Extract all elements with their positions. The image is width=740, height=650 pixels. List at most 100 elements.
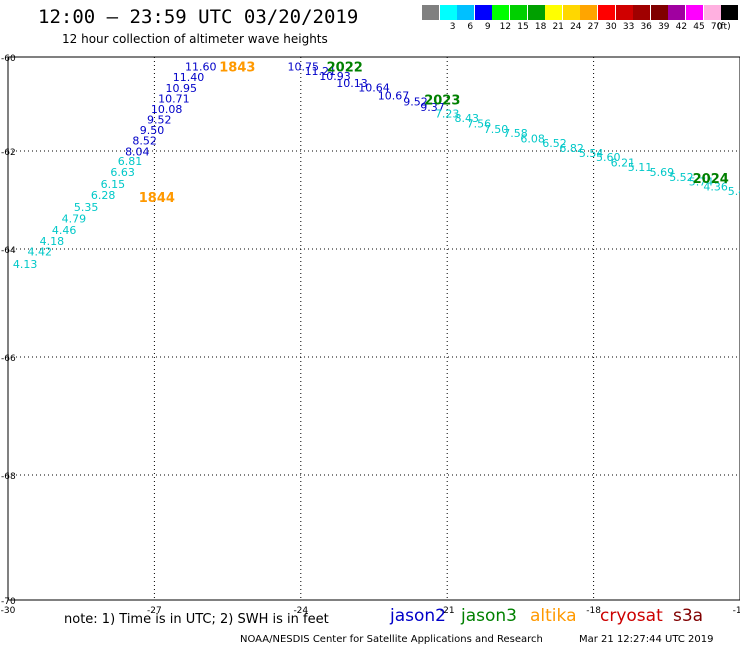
- legend-label: 42: [675, 22, 688, 32]
- wave-height-label: 10.93: [319, 70, 351, 83]
- lon-tick-label: -21: [440, 606, 455, 616]
- lat-tick-label: -62: [1, 148, 16, 158]
- wave-height-label: 10.71: [158, 92, 190, 105]
- wave-height-label: 9.52: [403, 96, 428, 109]
- wave-height-label: 6.63: [110, 166, 135, 179]
- satellite-name-jason2: jason2: [390, 606, 446, 626]
- wave-height-label: 5.45: [728, 185, 740, 198]
- lat-tick-label: -66: [1, 354, 16, 364]
- legend-swatch: [422, 5, 439, 20]
- wave-height-label: 8.43: [454, 112, 479, 125]
- wave-height-label: 5.52: [669, 171, 694, 184]
- legend-swatch: [650, 5, 668, 20]
- wave-height-label: 10.08: [151, 103, 183, 116]
- wave-height-label: 4.46: [52, 224, 77, 237]
- satellite-name-jason3: jason3: [461, 606, 517, 626]
- legend-unit: (ft): [717, 22, 731, 32]
- legend-swatch: [492, 5, 510, 20]
- wave-height-label: 4.79: [62, 213, 87, 226]
- lon-tick-label: -24: [293, 606, 308, 616]
- legend-swatch: [721, 5, 739, 20]
- track-label: 1844: [139, 191, 175, 206]
- lat-tick-label: -60: [1, 54, 16, 64]
- wave-height-label: 5.69: [650, 166, 675, 179]
- wave-height-label: 6.15: [101, 178, 126, 191]
- lon-tick-label: -18: [586, 606, 601, 616]
- wave-height-label: 4.18: [40, 235, 65, 248]
- credit-text: NOAA/NESDIS Center for Satellite Applica…: [240, 634, 543, 645]
- legend-swatch: [668, 5, 686, 20]
- legend-label: 24: [570, 22, 582, 32]
- wave-height-label: 4.36: [703, 180, 728, 193]
- lon-tick-label: -30: [1, 606, 16, 616]
- wave-height-label: 5.60: [596, 151, 621, 164]
- page-title: 12:00 – 23:59 UTC 03/20/2019: [38, 6, 359, 28]
- legend-swatch: [545, 5, 563, 20]
- lat-tick-label: -64: [1, 246, 16, 256]
- map-tick-labels: -30 -27 -24 -21 -18 -15 -60 -62 -64 -66 -68 -70: [1, 54, 740, 616]
- map-frame: [7, 56, 740, 601]
- wave-height-label: 8.52: [132, 135, 157, 148]
- legend-swatch: [527, 5, 545, 20]
- legend-label: 12: [499, 22, 512, 32]
- track-label: 2024: [693, 172, 729, 187]
- legend-swatch: [598, 5, 615, 20]
- wave-height-label: 5.35: [74, 201, 99, 214]
- wave-height-label: 10.67: [378, 90, 410, 103]
- lat-tick-label: -70: [1, 597, 16, 607]
- wave-height-label: 10.13: [336, 77, 368, 90]
- legend-swatch: [615, 5, 633, 20]
- lat-tick-label: -68: [1, 472, 16, 482]
- legend-label: 3: [449, 22, 456, 32]
- wave-height-label: 6.52: [542, 137, 567, 150]
- wave-height-label: 11.40: [173, 71, 205, 84]
- legend-swatch: [562, 5, 580, 20]
- legend-label: 45: [693, 22, 705, 32]
- map-grid: [7, 56, 740, 601]
- wave-height-label: 6.81: [118, 155, 143, 168]
- legend-swatch: [457, 5, 475, 20]
- wave-height-label: 10.64: [358, 82, 390, 95]
- wave-height-label: 8.04: [125, 145, 150, 158]
- legend-label: 6: [467, 22, 474, 32]
- wave-height-label: 11.60: [185, 60, 217, 73]
- wave-height-label: 6.82: [559, 142, 584, 155]
- satellite-name-altika: altika: [530, 606, 577, 626]
- legend-swatch: [439, 5, 457, 20]
- lon-tick-label: -27: [147, 606, 162, 616]
- legend-swatch: [510, 5, 527, 20]
- legend-label: 36: [640, 22, 652, 32]
- legend-swatch: [633, 5, 651, 20]
- timestamp: Mar 21 12:27:44 UTC 2019: [579, 634, 714, 645]
- wave-height-label: 4.13: [13, 258, 38, 271]
- wave-height-label: 4.42: [27, 246, 52, 259]
- page-subtitle: 12 hour collection of altimeter wave hei…: [62, 32, 328, 46]
- wave-height-label: 11.21: [305, 65, 337, 78]
- wave-height-label: 9.50: [140, 124, 165, 137]
- wave-height-label: 9.37: [420, 101, 445, 114]
- satellite-name-s3a: s3a: [673, 606, 704, 626]
- legend-label: 39: [658, 22, 670, 32]
- wave-height-label: 9.52: [147, 114, 172, 127]
- wave-height-label: 6.28: [91, 189, 116, 202]
- lon-tick-label: -15: [733, 606, 740, 616]
- wave-height-points: 8.048.529.509.5210.0810.7110.9511.4011.6…: [13, 60, 740, 271]
- track-labels: 1843 1844 2022 2023 2024: [139, 60, 729, 206]
- wave-height-label: 7.58: [503, 127, 528, 140]
- legend-label: 70: [710, 22, 723, 32]
- wave-height-label: 10.75: [287, 60, 319, 73]
- legend-label: 30: [605, 22, 617, 32]
- wave-height-label: 5.11: [628, 161, 653, 174]
- legend-label: 15: [517, 22, 529, 32]
- satellite-name-cryosat: cryosat: [600, 606, 663, 626]
- legend-swatch: [474, 5, 492, 20]
- wave-height-label: 5.74: [689, 175, 714, 188]
- legend-label: 27: [587, 22, 600, 32]
- wave-height-label: 7.50: [484, 123, 509, 136]
- legend-swatch: [686, 5, 703, 20]
- track-label: 2023: [424, 93, 460, 108]
- track-label: 1843: [219, 60, 255, 75]
- legend-label: 21: [552, 22, 564, 32]
- wave-height-label: 6.08: [520, 132, 545, 145]
